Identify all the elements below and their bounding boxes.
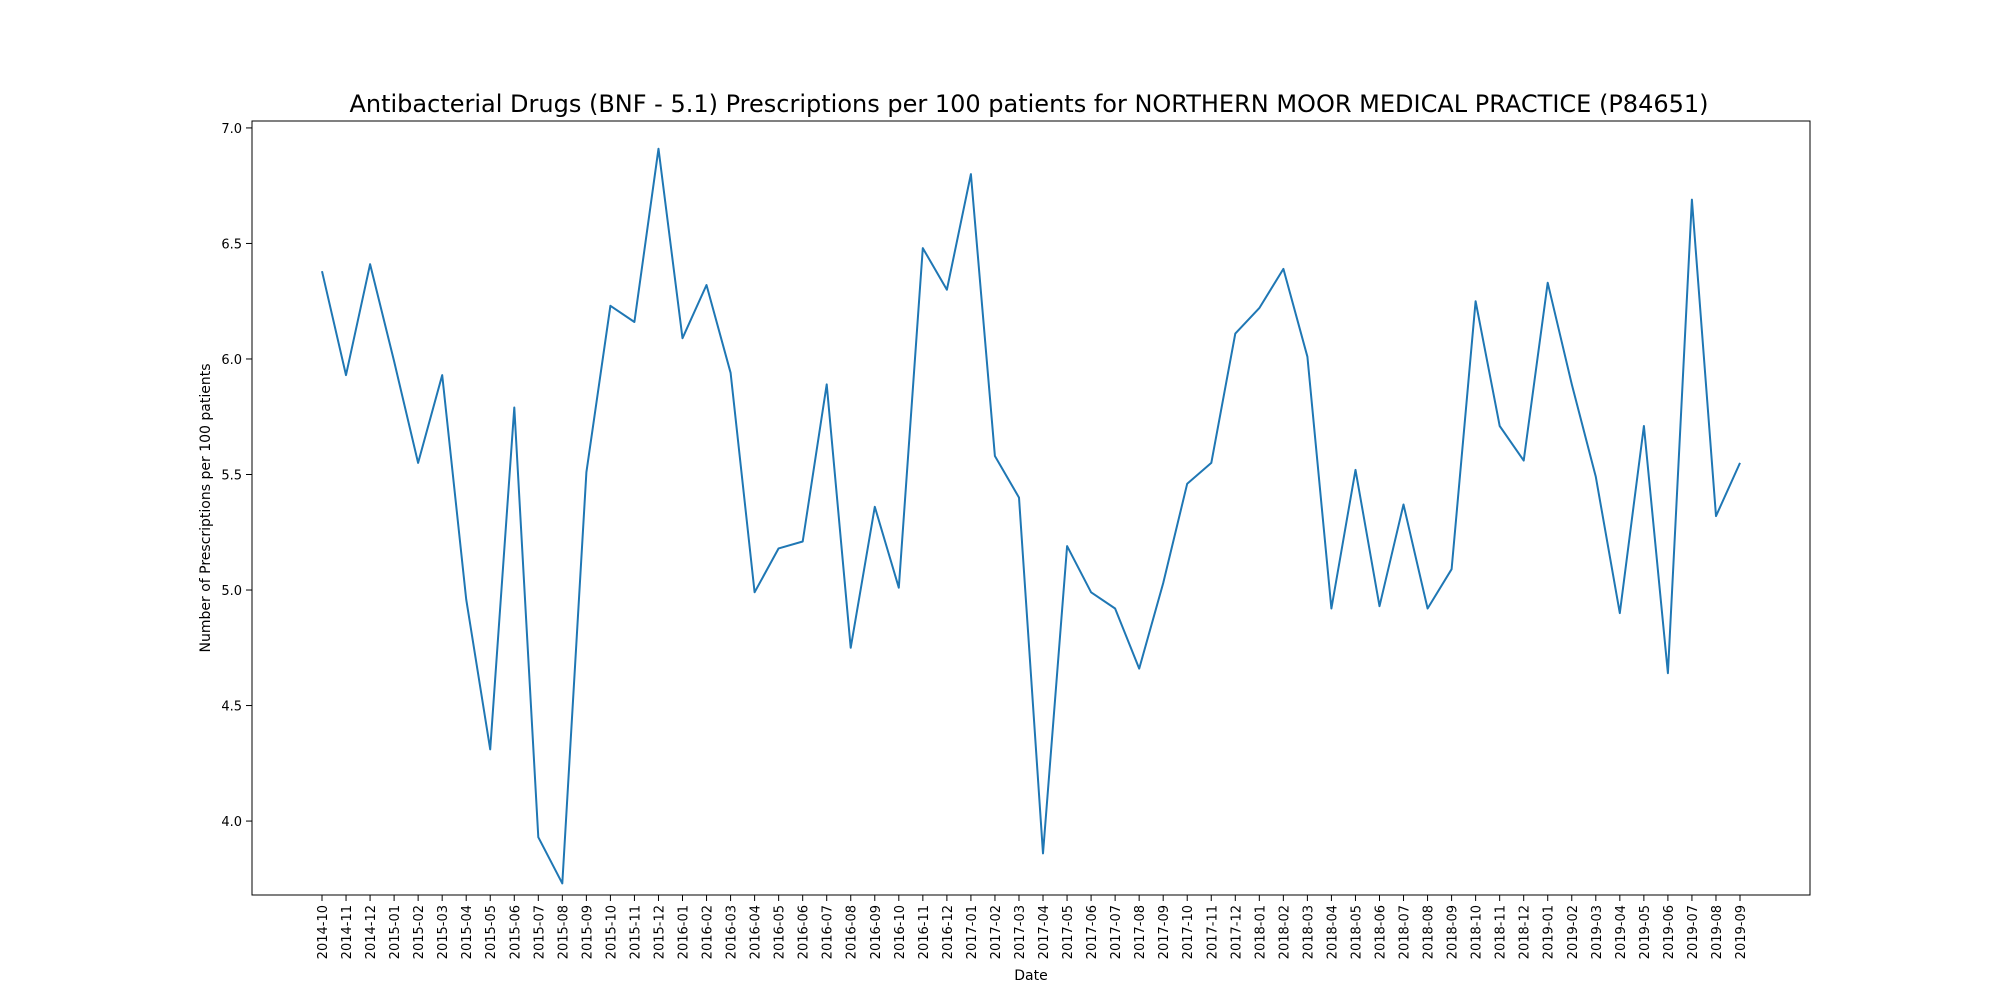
y-tick-label: 4.5 — [221, 700, 242, 715]
x-tick-label: 2016-04 — [749, 905, 764, 959]
x-tick-label: 2019-06 — [1662, 905, 1677, 959]
x-tick-label: 2016-07 — [821, 905, 836, 959]
x-tick-label: 2017-10 — [1181, 905, 1196, 959]
x-tick-label: 2018-10 — [1470, 905, 1485, 959]
x-tick-label: 2015-09 — [580, 905, 595, 959]
x-tick-label: 2015-03 — [436, 905, 451, 959]
y-axis-label: Number of Prescriptions per 100 patients — [198, 364, 214, 653]
x-tick-label: 2017-12 — [1229, 905, 1244, 959]
x-tick-label: 2016-08 — [845, 905, 860, 959]
x-tick-label: 2017-02 — [989, 905, 1004, 959]
x-tick-label: 2017-03 — [1013, 905, 1028, 959]
x-tick-label: 2019-02 — [1566, 905, 1581, 959]
x-tick-label: 2017-04 — [1037, 905, 1052, 959]
x-tick-label: 2015-10 — [604, 905, 619, 959]
x-tick-label: 2015-07 — [532, 905, 547, 959]
x-tick-label: 2017-05 — [1061, 905, 1076, 959]
x-tick-label: 2018-06 — [1373, 905, 1388, 959]
y-tick-label: 5.5 — [221, 468, 242, 483]
x-tick-label: 2015-11 — [628, 905, 643, 959]
x-tick-label: 2015-06 — [508, 905, 523, 959]
x-tick-label: 2015-02 — [412, 905, 427, 959]
x-tick-label: 2018-09 — [1446, 905, 1461, 959]
x-tick-label: 2016-03 — [725, 905, 740, 959]
x-tick-label: 2017-08 — [1133, 905, 1148, 959]
y-axis: 4.0 4.5 5.0 5.5 6.0 6.5 7.0 — [221, 122, 252, 830]
x-tick-label: 2017-11 — [1205, 905, 1220, 959]
y-tick-label: 5.0 — [221, 584, 242, 599]
x-axis-label: Date — [1014, 968, 1047, 984]
x-tick-label: 2019-01 — [1542, 905, 1557, 959]
x-tick-label: 2019-07 — [1686, 905, 1701, 959]
x-tick-label: 2019-09 — [1734, 905, 1749, 959]
x-tick-label: 2018-04 — [1325, 905, 1340, 959]
x-tick-label: 2015-12 — [652, 905, 667, 959]
x-tick-label: 2017-07 — [1109, 905, 1124, 959]
x-tick-label: 2018-01 — [1253, 905, 1268, 959]
x-tick-label: 2018-12 — [1518, 905, 1533, 959]
x-tick-label: 2018-08 — [1422, 905, 1437, 959]
series-line — [322, 149, 1740, 884]
x-tick-label: 2019-08 — [1710, 905, 1725, 959]
series-layer — [322, 149, 1740, 884]
x-tick-label: 2016-05 — [773, 905, 788, 959]
x-tick-label: 2017-06 — [1085, 905, 1100, 959]
y-tick-label: 4.0 — [221, 815, 242, 830]
chart-title: Antibacterial Drugs (BNF - 5.1) Prescrip… — [349, 90, 1708, 118]
x-tick-label: 2014-12 — [364, 905, 379, 959]
y-tick-label: 7.0 — [221, 122, 242, 137]
x-tick-label: 2014-10 — [316, 905, 331, 959]
x-tick-label: 2015-04 — [460, 905, 475, 959]
x-tick-label: 2018-03 — [1301, 905, 1316, 959]
x-tick-label: 2016-06 — [797, 905, 812, 959]
x-tick-label: 2017-01 — [965, 905, 980, 959]
x-tick-label: 2019-05 — [1638, 905, 1653, 959]
x-tick-label: 2019-03 — [1590, 905, 1605, 959]
x-tick-label: 2016-09 — [869, 905, 884, 959]
x-tick-label: 2014-11 — [340, 905, 355, 959]
x-tick-label: 2019-04 — [1614, 905, 1629, 959]
x-tick-label: 2015-08 — [556, 905, 571, 959]
x-axis: 2014-10 2014-11 2014-12 2015-01 2015-02 2015-… — [316, 895, 1749, 959]
x-tick-label: 2018-11 — [1494, 905, 1509, 959]
x-tick-label: 2018-07 — [1398, 905, 1413, 959]
x-tick-label: 2016-11 — [917, 905, 932, 959]
x-tick-label: 2016-12 — [941, 905, 956, 959]
x-tick-label: 2018-05 — [1349, 905, 1364, 959]
x-tick-label: 2016-01 — [677, 905, 692, 959]
x-tick-label: 2018-02 — [1277, 905, 1292, 959]
x-tick-label: 2015-01 — [388, 905, 403, 959]
x-tick-label: 2016-10 — [893, 905, 908, 959]
x-tick-label: 2017-09 — [1157, 905, 1172, 959]
x-tick-label: 2015-05 — [484, 905, 499, 959]
y-tick-label: 6.0 — [221, 353, 242, 368]
y-tick-label: 6.5 — [221, 237, 242, 252]
x-tick-label: 2016-02 — [701, 905, 716, 959]
plot-area — [252, 121, 1810, 895]
